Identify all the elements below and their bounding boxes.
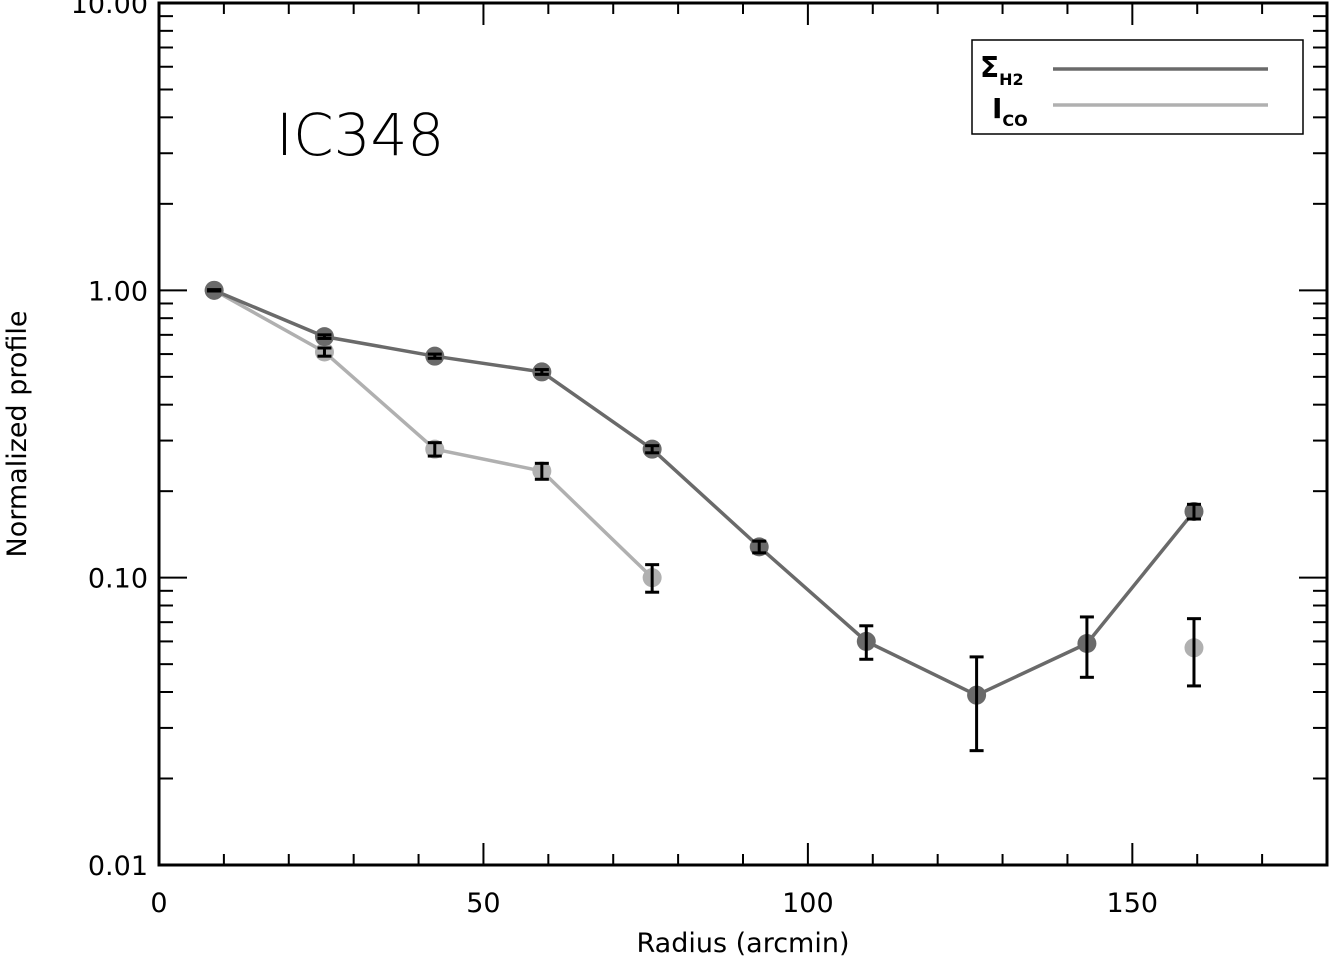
legend-box (971, 39, 1304, 135)
x-tick-label: 50 (466, 888, 500, 919)
y-tick-label: 1.00 (88, 276, 148, 307)
chart-annotation: IC348 (276, 101, 444, 169)
x-axis-title: Radius (arcmin) (637, 928, 850, 959)
series-line-1 (213, 288, 654, 579)
axis-ticks (159, 2, 1327, 866)
series-line-0 (213, 288, 1196, 697)
y-tick-label: 0.01 (88, 851, 148, 882)
series-lines (213, 288, 1196, 697)
y-tick-label: 10.00 (71, 0, 148, 20)
data-markers (204, 280, 1204, 705)
x-tick-label: 150 (1107, 888, 1159, 919)
legend-label-sigma: ΣH2 (980, 51, 1024, 89)
legend-ico-main: I (992, 92, 1002, 125)
legend-ico-sub: CO (1002, 111, 1027, 130)
x-tick-label: 0 (150, 888, 167, 919)
legend-label-ico: ICO (992, 92, 1028, 130)
y-axis-title: Normalized profile (2, 311, 33, 558)
legend-sigma-sub: H2 (999, 70, 1024, 89)
legend-sigma-main: Σ (980, 51, 999, 84)
x-tick-label: 100 (782, 888, 834, 919)
error-bars (207, 288, 1201, 753)
y-tick-label: 0.10 (88, 564, 148, 595)
legend: ΣH2 ICO (971, 39, 1304, 135)
axis-tick-labels: 0 50 100 150 0.01 0.10 1.00 10.00 (71, 0, 1158, 919)
